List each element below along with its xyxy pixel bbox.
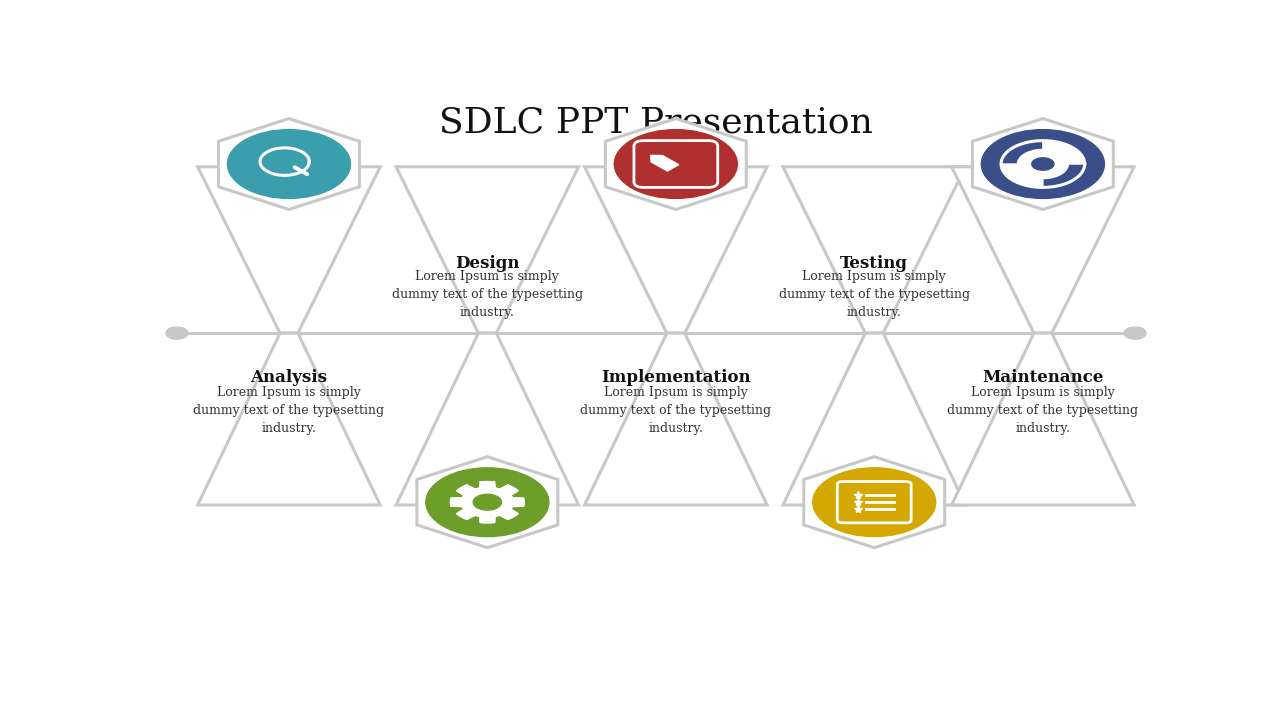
Circle shape (813, 468, 936, 536)
Polygon shape (219, 119, 360, 210)
Text: Maintenance: Maintenance (982, 369, 1103, 386)
Circle shape (228, 130, 351, 199)
Text: Implementation: Implementation (602, 369, 750, 386)
Polygon shape (783, 167, 965, 333)
Polygon shape (650, 156, 678, 171)
Text: Testing: Testing (840, 256, 909, 272)
Polygon shape (197, 333, 380, 505)
Polygon shape (783, 333, 965, 505)
Polygon shape (396, 167, 579, 333)
Polygon shape (605, 119, 746, 210)
Polygon shape (451, 482, 525, 523)
Circle shape (1124, 327, 1146, 339)
Text: Design: Design (456, 256, 520, 272)
Circle shape (426, 468, 549, 536)
Polygon shape (1032, 158, 1053, 170)
Text: Lorem Ipsum is simply
dummy text of the typesetting
industry.: Lorem Ipsum is simply dummy text of the … (778, 270, 970, 319)
Text: Lorem Ipsum is simply
dummy text of the typesetting
industry.: Lorem Ipsum is simply dummy text of the … (580, 386, 772, 435)
Polygon shape (585, 167, 767, 333)
Polygon shape (417, 456, 558, 548)
Circle shape (614, 130, 737, 199)
Polygon shape (396, 333, 579, 505)
Polygon shape (951, 333, 1134, 505)
Polygon shape (1019, 150, 1068, 178)
Text: Lorem Ipsum is simply
dummy text of the typesetting
industry.: Lorem Ipsum is simply dummy text of the … (392, 270, 582, 319)
Polygon shape (474, 495, 502, 510)
Text: Analysis: Analysis (251, 369, 328, 386)
Polygon shape (804, 456, 945, 548)
Polygon shape (585, 333, 767, 505)
Polygon shape (1001, 164, 1043, 187)
Text: SDLC PPT Presentation: SDLC PPT Presentation (439, 105, 873, 140)
Circle shape (166, 327, 188, 339)
Polygon shape (973, 119, 1114, 210)
Polygon shape (1043, 140, 1084, 164)
Polygon shape (951, 167, 1134, 333)
Text: Lorem Ipsum is simply
dummy text of the typesetting
industry.: Lorem Ipsum is simply dummy text of the … (193, 386, 384, 435)
Polygon shape (197, 167, 380, 333)
Text: Lorem Ipsum is simply
dummy text of the typesetting
industry.: Lorem Ipsum is simply dummy text of the … (947, 386, 1138, 435)
Circle shape (982, 130, 1105, 199)
